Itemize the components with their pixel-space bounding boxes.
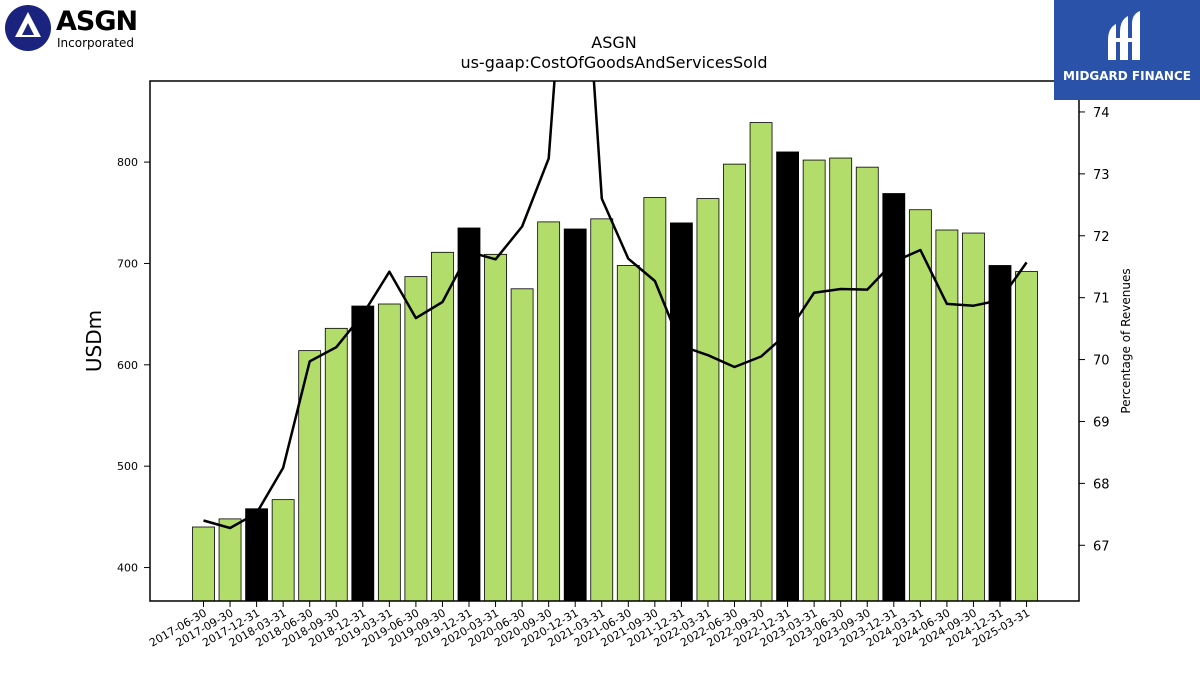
bar <box>484 253 507 602</box>
bar <box>404 276 428 602</box>
y2-tick-label: 68 <box>1093 477 1110 492</box>
bar <box>245 508 269 602</box>
y-tick-label: 400 <box>117 562 138 575</box>
y-tick-label: 800 <box>117 156 138 169</box>
y2-tick-label: 73 <box>1093 168 1110 183</box>
y2-tick-label: 72 <box>1093 230 1110 245</box>
bar <box>855 166 879 602</box>
midgard-logo-mark-icon <box>1108 11 1140 60</box>
bar <box>431 251 454 602</box>
asgn-logo: ASGN Incorporated <box>4 4 144 54</box>
bar <box>537 221 561 602</box>
bar <box>510 288 534 602</box>
y2-tick-label: 69 <box>1093 415 1110 430</box>
x-axis: 2017-06-302017-09-302017-12-312018-03-31… <box>147 601 1032 650</box>
chart-title: ASGN <box>591 33 636 52</box>
bar <box>962 232 985 602</box>
series-line <box>203 81 1028 530</box>
midgard-finance-logo: MIDGARD FINANCE <box>1054 0 1200 100</box>
company-subtitle: Incorporated <box>57 36 134 50</box>
y-axis: 400 500 600 700 800 <box>117 156 150 575</box>
y2-axis: 67 68 69 70 71 72 73 74 <box>1079 106 1110 554</box>
brand-text: MIDGARD FINANCE <box>1063 69 1191 83</box>
chart-subtitle: us-gaap:CostOfGoodsAndServicesSold <box>460 53 767 72</box>
bar <box>616 265 640 602</box>
bar <box>192 526 215 602</box>
bar <box>882 193 906 602</box>
bar <box>776 151 799 602</box>
bar <box>377 303 401 602</box>
bar <box>988 265 1012 602</box>
bar <box>643 197 667 602</box>
bar <box>324 327 348 602</box>
bar <box>908 209 932 602</box>
y2-axis-label: Percentage of Revenues <box>1119 268 1133 413</box>
y2-tick-label: 67 <box>1093 539 1110 554</box>
bar <box>749 122 773 602</box>
bar <box>723 163 746 602</box>
asgn-logo-mark-icon <box>5 5 51 51</box>
bar <box>351 305 375 602</box>
bar <box>563 228 587 602</box>
bars <box>192 122 1038 602</box>
y2-tick-label: 71 <box>1093 292 1110 307</box>
bar <box>670 222 693 602</box>
company-name: ASGN <box>56 6 138 37</box>
bar <box>590 218 614 602</box>
y2-tick-label: 74 <box>1093 106 1110 121</box>
bar <box>829 157 853 602</box>
bar <box>802 159 826 602</box>
bar <box>218 518 242 602</box>
bar <box>696 198 720 602</box>
y2-tick-label: 70 <box>1093 354 1110 369</box>
bar <box>457 227 481 602</box>
bar <box>1015 271 1038 602</box>
y-tick-label: 600 <box>117 359 138 372</box>
y-tick-label: 700 <box>117 257 138 270</box>
plot-frame <box>149 80 1080 602</box>
y-axis-label: USDm <box>82 310 106 372</box>
line-layer <box>203 81 1028 530</box>
bar <box>271 499 295 602</box>
y-tick-label: 500 <box>117 460 138 473</box>
